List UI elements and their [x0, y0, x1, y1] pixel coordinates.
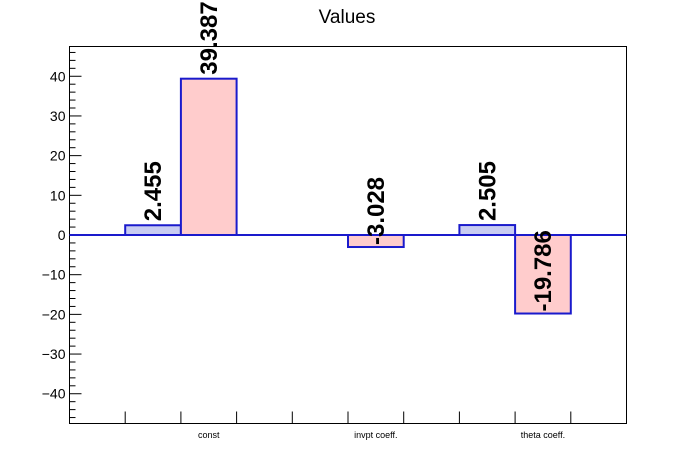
- bar: [124, 224, 182, 236]
- y-tick-label: 30: [50, 108, 66, 124]
- y-tick-label: 10: [50, 187, 66, 203]
- x-tick-label: const: [198, 430, 220, 440]
- y-tick-label: −20: [42, 306, 66, 322]
- bar: [179, 77, 238, 236]
- data-labels: 2.455 2.505 39.387 -3.028 -19.786: [140, 1, 557, 311]
- bars: [124, 77, 572, 315]
- y-tick-label: 20: [50, 148, 66, 164]
- bar-value-label: -19.786: [530, 230, 557, 311]
- bar-value-label: 2.505: [474, 161, 501, 221]
- x-axis: const invpt coeff. theta coeff.: [124, 411, 572, 440]
- y-tick-label: −40: [42, 386, 66, 402]
- bar: [458, 224, 517, 237]
- bar-value-label: 2.455: [140, 161, 167, 221]
- x-tick-label: invpt coeff.: [354, 430, 397, 440]
- y-axis: −40 −30 −20 −10 0 10 20 30 40: [42, 51, 82, 419]
- bar-value-label: 39.387: [196, 1, 223, 74]
- y-tick-label: 40: [50, 68, 66, 84]
- y-tick-label: 0: [58, 227, 66, 243]
- y-tick-label: −10: [42, 267, 66, 283]
- x-tick-label: theta coeff.: [521, 430, 565, 440]
- bar-value-label: -3.028: [363, 177, 390, 245]
- y-tick-label: −30: [42, 346, 66, 362]
- chart-title: Values: [319, 7, 376, 28]
